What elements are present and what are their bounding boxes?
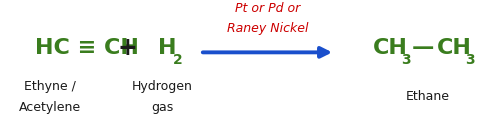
Text: 2: 2 bbox=[172, 52, 182, 67]
Text: —: — bbox=[412, 38, 434, 58]
Text: CH: CH bbox=[372, 38, 408, 58]
Text: 3: 3 bbox=[402, 52, 411, 67]
FancyArrowPatch shape bbox=[203, 48, 328, 57]
Text: +: + bbox=[118, 36, 138, 60]
Text: H: H bbox=[158, 38, 176, 58]
Text: Hydrogen: Hydrogen bbox=[132, 80, 193, 93]
Text: CH: CH bbox=[436, 38, 472, 58]
Text: Acetylene: Acetylene bbox=[19, 101, 81, 114]
Text: 3: 3 bbox=[466, 52, 475, 67]
Text: HC ≡ CH: HC ≡ CH bbox=[35, 38, 139, 58]
Text: Ethane: Ethane bbox=[406, 90, 450, 103]
Text: Raney Nickel: Raney Nickel bbox=[227, 22, 308, 35]
Text: Pt or Pd or: Pt or Pd or bbox=[235, 2, 300, 15]
Text: gas: gas bbox=[152, 101, 174, 114]
Text: Ethyne /: Ethyne / bbox=[24, 80, 76, 93]
